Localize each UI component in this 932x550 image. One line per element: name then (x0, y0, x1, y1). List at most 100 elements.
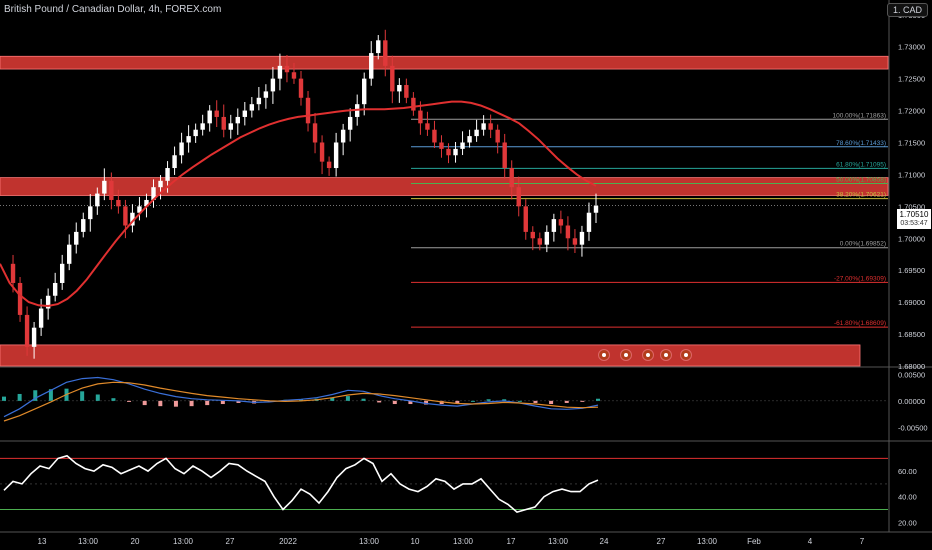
candle-body (102, 180, 107, 194)
fib-level-label: 100.00%(1.71863) (833, 112, 887, 119)
candle-body (24, 314, 30, 347)
candle-body (81, 219, 86, 232)
candles-layer (10, 29, 599, 359)
event-icon[interactable] (620, 349, 632, 361)
chart-title: British Pound / Canadian Dollar, 4h, FOR… (4, 4, 222, 15)
candle-body (593, 205, 599, 213)
candle-body (425, 123, 430, 130)
candle-body (439, 142, 444, 149)
y-tick-label: 1.68500 (898, 330, 925, 339)
x-tick-label: 27 (657, 537, 666, 546)
candle-body (312, 123, 318, 143)
macd-histogram-bar (236, 400, 241, 403)
macd-histogram-bar (220, 400, 225, 405)
macd-histogram-bar (48, 389, 53, 401)
candle-body (242, 110, 248, 117)
candle-body (109, 180, 114, 200)
candle-body (207, 110, 212, 124)
x-tick-label: 2022 (279, 537, 297, 546)
macd-histogram-bar (455, 400, 460, 404)
candle-body (263, 91, 269, 98)
y-tick-label: 1.68000 (898, 362, 925, 371)
y-tick-label: 0.00000 (898, 397, 925, 406)
candle-body (221, 116, 226, 130)
candle-body (144, 199, 149, 207)
macd-histogram-bar (470, 400, 475, 402)
y-tick-label: 40.00 (898, 493, 917, 502)
candle-body (558, 219, 564, 226)
macd-histogram-bar (564, 400, 569, 403)
candle-body (130, 212, 135, 226)
candle-body (291, 72, 297, 79)
candle-body (579, 231, 585, 245)
event-icon[interactable] (660, 349, 672, 361)
candle-body (123, 206, 128, 226)
fibonacci-layer: 100.00%(1.71863) 78.60%(1.71433) 61.80%(1.… (0, 112, 888, 328)
event-icon[interactable] (598, 349, 610, 361)
candle-body (17, 282, 23, 315)
candle-body (432, 129, 437, 143)
candle-body (523, 206, 528, 232)
candle-body (200, 123, 205, 130)
candle-body (474, 129, 479, 137)
macd-histogram-bar (95, 394, 100, 401)
x-tick-label: 17 (507, 537, 516, 546)
candle-body (284, 65, 290, 73)
x-tick-label: 13:00 (548, 537, 569, 546)
macd-histogram-bar (205, 400, 210, 406)
moving-average-line (0, 100, 597, 308)
candle-body (52, 282, 58, 296)
candle-body (411, 97, 416, 111)
candle-body (551, 219, 557, 232)
y-tick-label: -0.00500 (898, 423, 928, 432)
candle-body (67, 244, 72, 264)
candle-body (45, 295, 51, 309)
candle-body (270, 78, 276, 92)
signal-line (3, 381, 599, 422)
x-tick-label: 13:00 (78, 537, 99, 546)
y-tick-label: 1.71500 (898, 138, 925, 147)
event-icon[interactable] (680, 349, 692, 361)
candle-body (158, 180, 163, 188)
candle-body (502, 142, 507, 169)
y-tick-label: 1.72000 (898, 107, 925, 116)
candle-body (565, 225, 571, 239)
support-resistance-zone (0, 344, 861, 367)
y-tick-label: 1.69000 (898, 298, 925, 307)
candle-body (277, 65, 283, 79)
x-tick-label: 13:00 (359, 537, 380, 546)
macd-histogram-bar (377, 400, 382, 403)
x-tick-label: 20 (131, 537, 140, 546)
macd-histogram-bar (189, 400, 194, 407)
candle-body (10, 263, 16, 283)
fib-level-label: -61.80%(1.68609) (834, 320, 886, 327)
bar-countdown: 03:53:47 (900, 220, 928, 227)
event-icon[interactable] (642, 349, 654, 361)
macd-histogram-bar (330, 397, 335, 401)
last-price-tag: 1.70510 03:53:47 (897, 209, 931, 229)
candle-body (446, 148, 451, 156)
y-tick-label: 1.69500 (898, 266, 925, 275)
macd-histogram-bar (142, 400, 147, 406)
candle-body (460, 142, 465, 149)
candle-body (495, 129, 500, 143)
currency-button[interactable]: 1. CAD (886, 3, 928, 17)
candle-body (537, 238, 543, 245)
macd-histogram-bar (580, 400, 585, 402)
y-tick-label: 1.72500 (898, 75, 925, 84)
candle-body (390, 65, 395, 92)
candle-body (74, 231, 79, 245)
x-tick-label: 13:00 (697, 537, 718, 546)
candle-body (249, 104, 255, 111)
macd-histogram-bar (299, 399, 303, 401)
last-price-value: 1.70510 (899, 210, 929, 219)
candle-body (256, 97, 262, 105)
candle-body (88, 206, 93, 220)
macd-histogram-bar (424, 400, 429, 405)
candle-body (235, 116, 240, 124)
y-tick-label: 1.73000 (898, 43, 925, 52)
candle-body (544, 231, 550, 245)
candle-body (319, 142, 325, 162)
